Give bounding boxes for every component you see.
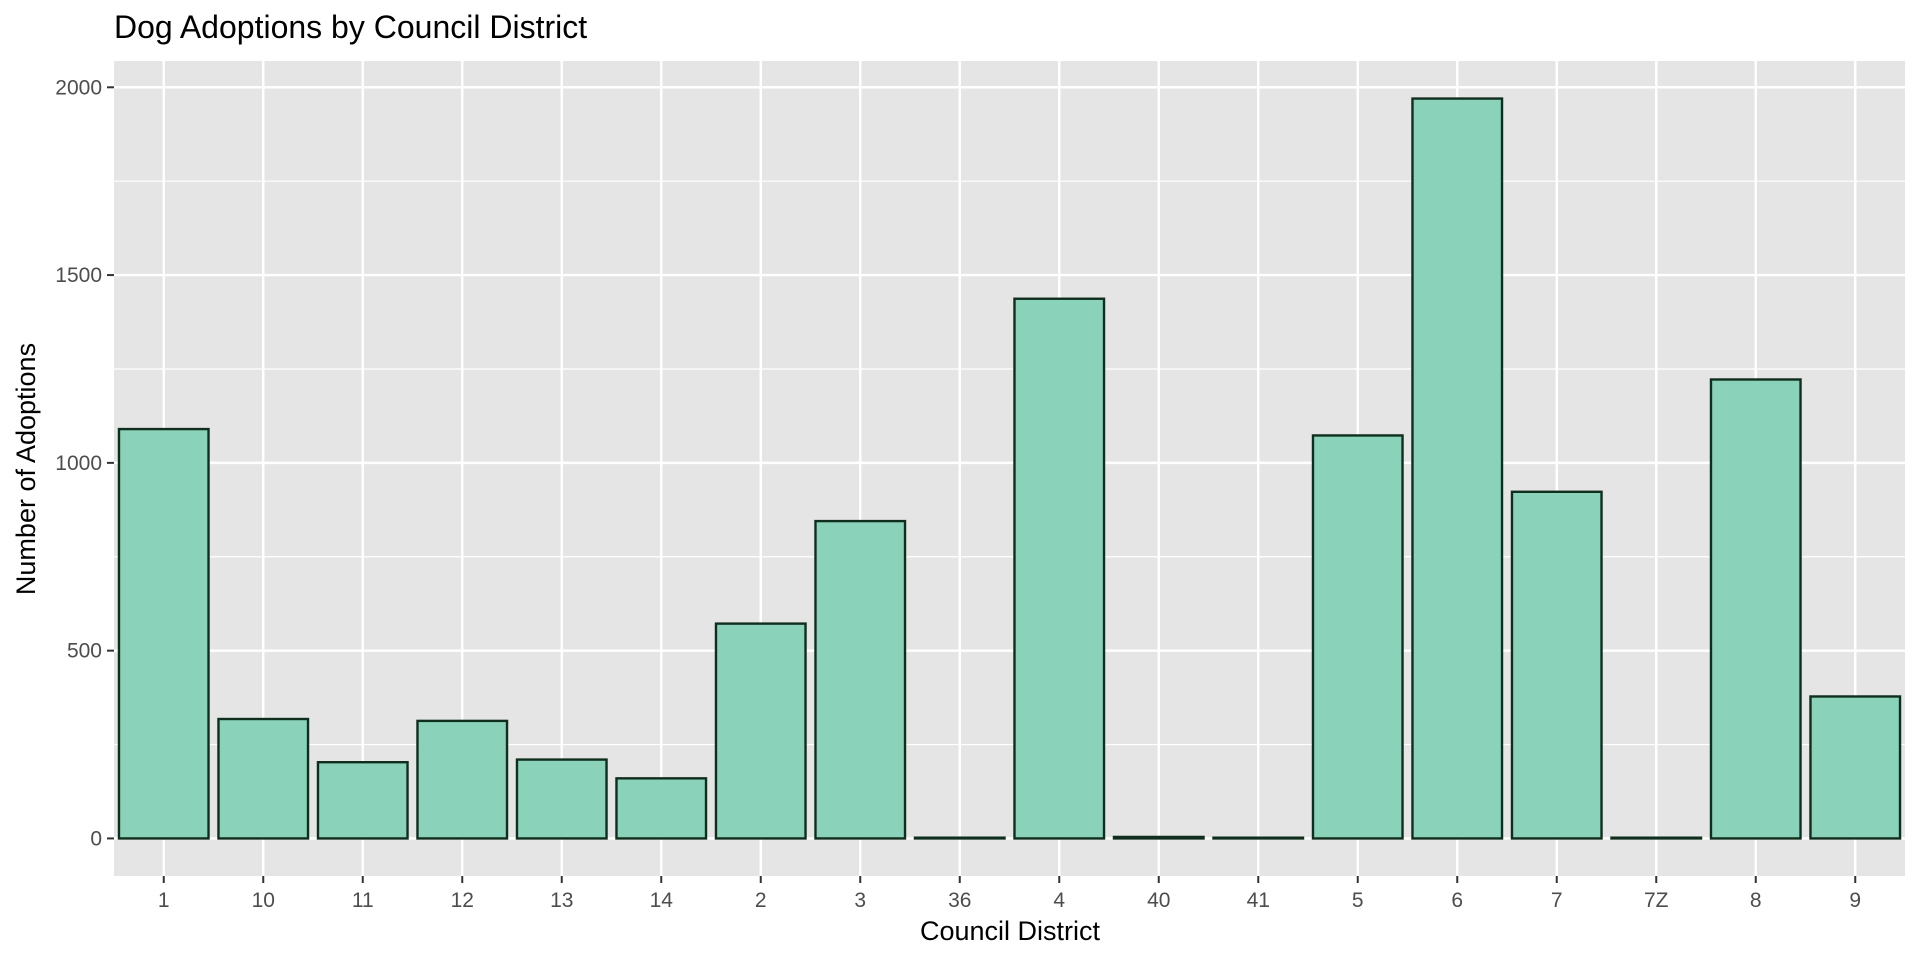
bar-13 bbox=[515, 758, 608, 840]
x-tick-label: 3 bbox=[854, 889, 866, 912]
x-tick-label: 5 bbox=[1352, 889, 1364, 912]
x-tick-label: 41 bbox=[1247, 889, 1270, 912]
x-tick-label: 8 bbox=[1750, 889, 1762, 912]
x-axis-title: Council District bbox=[920, 916, 1101, 946]
bar-14 bbox=[615, 777, 708, 840]
x-tick-label: 13 bbox=[550, 889, 573, 912]
y-tick-label: 2000 bbox=[55, 76, 102, 99]
y-tick-label: 0 bbox=[90, 827, 102, 850]
bar-4 bbox=[1013, 297, 1106, 840]
x-tick-label: 36 bbox=[948, 889, 971, 912]
bar-1 bbox=[117, 427, 210, 840]
x-tick-label: 11 bbox=[352, 889, 374, 912]
y-axis: 0 500 1000 1500 2000 bbox=[55, 76, 114, 850]
x-tick-label: 9 bbox=[1849, 889, 1861, 912]
bar-5 bbox=[1311, 434, 1404, 840]
x-tick-label: 10 bbox=[252, 889, 275, 912]
bar-3 bbox=[814, 519, 907, 840]
y-tick-label: 1000 bbox=[55, 452, 102, 475]
bar-40 bbox=[1112, 835, 1205, 840]
y-axis-title: Number of Adoptions bbox=[11, 343, 41, 595]
x-tick-label: 12 bbox=[451, 889, 474, 912]
y-tick-label: 500 bbox=[67, 640, 102, 663]
bar-8 bbox=[1709, 378, 1802, 840]
x-tick-label: 7 bbox=[1551, 889, 1563, 912]
x-tick-label: 4 bbox=[1053, 889, 1065, 912]
bar-41 bbox=[1212, 836, 1305, 840]
bar-2 bbox=[714, 622, 807, 840]
chart-title: Dog Adoptions by Council District bbox=[114, 9, 587, 45]
y-tick-label: 1500 bbox=[55, 264, 102, 287]
x-tick-label: 1 bbox=[158, 889, 170, 912]
bar-9 bbox=[1809, 695, 1902, 840]
x-tick-label: 7Z bbox=[1644, 889, 1669, 912]
bar-11 bbox=[316, 761, 409, 840]
bar-7Z bbox=[1610, 836, 1703, 840]
bar-36 bbox=[913, 836, 1006, 840]
bar-6 bbox=[1411, 97, 1504, 840]
bar-12 bbox=[416, 719, 509, 840]
x-tick-label: 2 bbox=[755, 889, 767, 912]
x-axis: 1 10 11 12 13 14 2 3 36 4 40 41 5 6 7 7Z 8 9 bbox=[158, 876, 1861, 912]
bar-7 bbox=[1510, 490, 1603, 840]
x-tick-label: 14 bbox=[650, 889, 674, 912]
plot-panel bbox=[114, 61, 1905, 876]
x-tick-label: 6 bbox=[1451, 889, 1463, 912]
x-tick-label: 40 bbox=[1147, 889, 1170, 912]
bars bbox=[117, 97, 1902, 840]
bar-10 bbox=[217, 717, 310, 840]
